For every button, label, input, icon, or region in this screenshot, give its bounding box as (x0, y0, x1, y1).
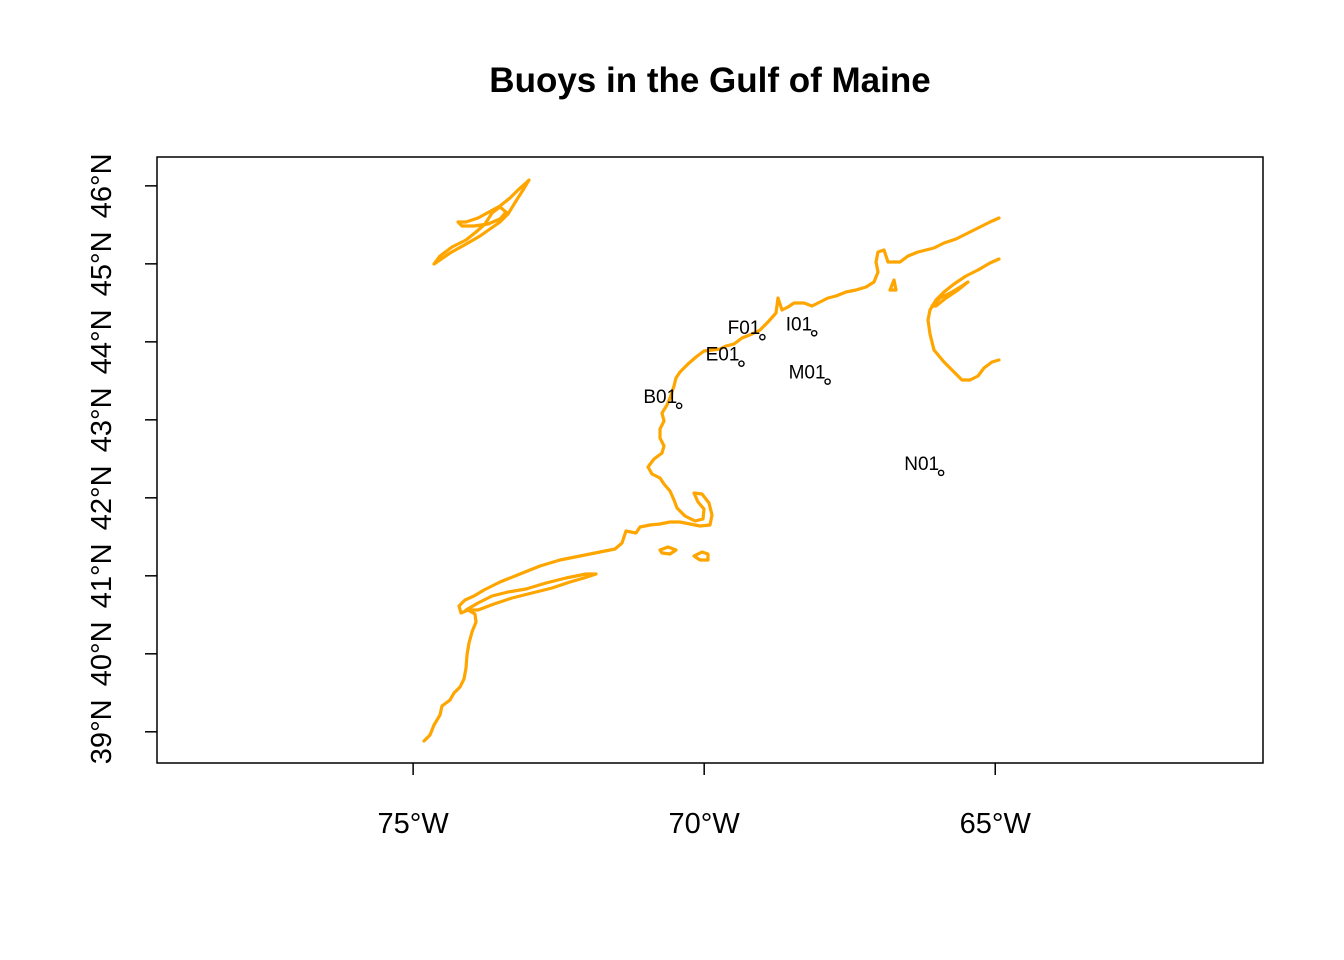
buoy-marker (738, 360, 745, 367)
coastline-saint-lawrence (432, 178, 531, 266)
buoy-marker (759, 333, 766, 341)
x-tick-label: 75°W (378, 808, 450, 840)
x-axis: 75°W 70°W 65°W (378, 763, 1032, 840)
y-tick-label: 46°N (86, 153, 118, 218)
buoy-label: I01 (786, 314, 812, 335)
buoy-f01: F01 (728, 318, 766, 341)
y-tick-label: 39°N (86, 699, 118, 764)
buoy-i01: I01 (786, 314, 818, 337)
coastline-nova-scotia (926, 257, 1001, 382)
buoy-marker (937, 469, 945, 477)
buoy-n01: N01 (904, 454, 945, 477)
buoy-b01: B01 (643, 387, 683, 410)
map-title: Buoys in the Gulf of Maine (489, 61, 930, 100)
coastline-long-island (464, 572, 598, 612)
coastline-grand-manan (888, 278, 898, 292)
y-tick-label: 43°N (86, 387, 118, 452)
buoy-label: F01 (728, 318, 761, 339)
x-tick-label: 70°W (669, 808, 741, 840)
y-axis: 39°N 40°N 41°N 42°N 43°N 44°N 45°N 46°N (86, 153, 157, 764)
y-tick-label: 45°N (86, 231, 118, 296)
coastline-main (422, 216, 1001, 743)
y-tick-label: 42°N (86, 465, 118, 530)
y-tick-label: 41°N (86, 543, 118, 608)
coastline (422, 178, 1001, 743)
buoy-marker (675, 402, 683, 410)
coastline-martha-vineyard (658, 545, 678, 556)
coastline-pei-fragment (930, 280, 970, 308)
y-tick-label: 44°N (86, 309, 118, 374)
y-tick-label: 40°N (86, 621, 118, 686)
buoy-layer: B01 E01 F01 I01 M01 N01 (643, 314, 945, 477)
buoy-label: B01 (643, 387, 677, 408)
x-tick-label: 65°W (960, 808, 1032, 840)
buoy-marker (824, 378, 831, 385)
buoy-label: M01 (789, 363, 826, 384)
buoy-label: N01 (904, 454, 939, 475)
plot-frame (156, 156, 1264, 764)
coastline-nantucket (692, 550, 710, 562)
buoy-label: E01 (706, 345, 740, 366)
buoy-e01: E01 (706, 345, 745, 367)
buoy-m01: M01 (789, 363, 831, 385)
buoy-marker (810, 329, 818, 337)
